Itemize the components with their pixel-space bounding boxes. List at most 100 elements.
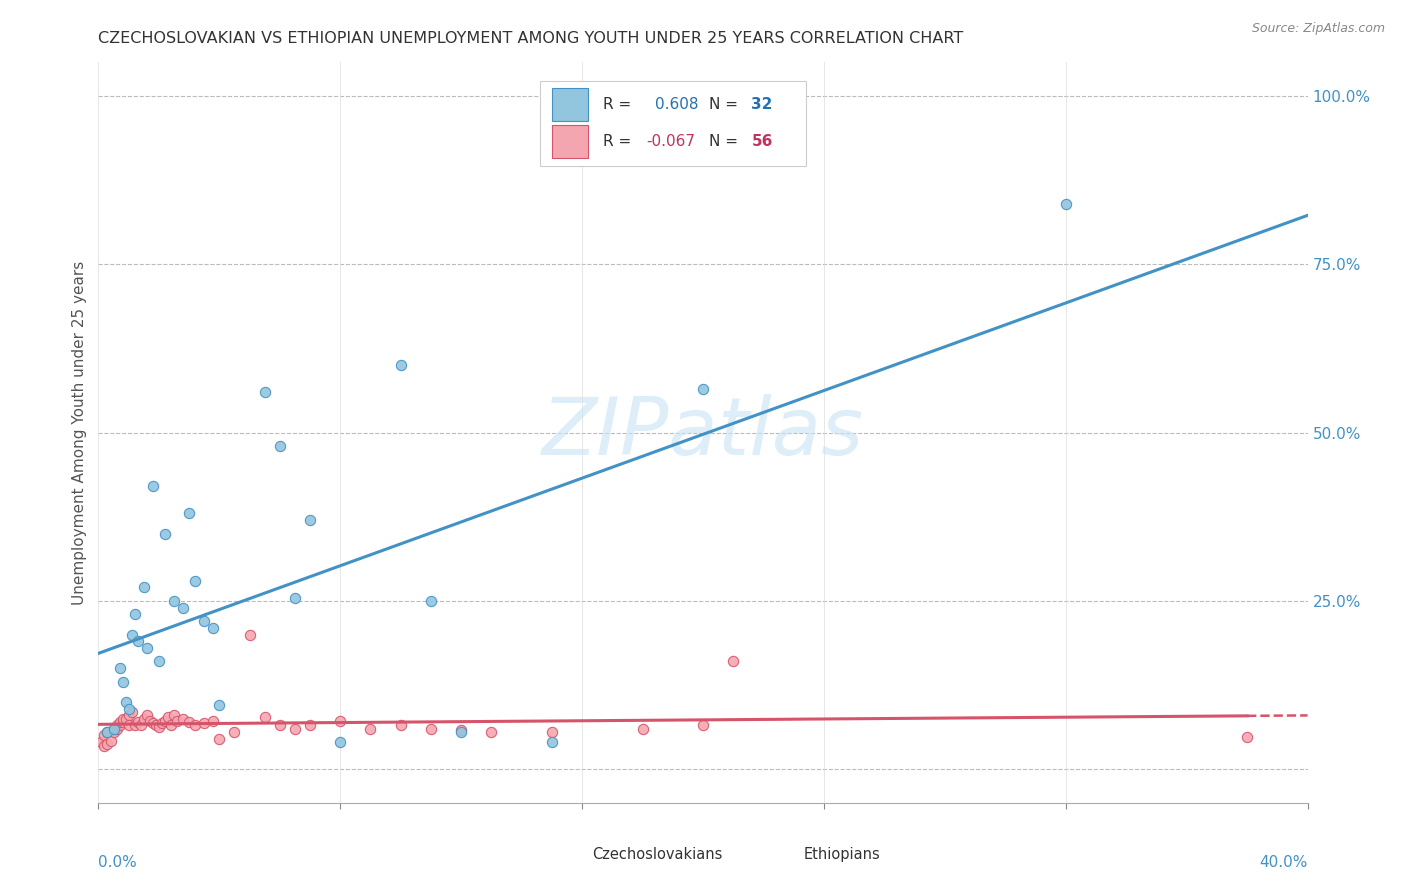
Point (253, 709, 276, 723)
Point (111, 714, 134, 729)
Text: N =: N = (709, 97, 742, 112)
Point (299, 718, 322, 732)
Point (360, 722, 382, 736)
Point (540, 725, 562, 739)
Point (114, 695, 136, 709)
Point (121, 627, 143, 641)
Point (208, 731, 231, 746)
Point (208, 698, 231, 713)
Point (124, 607, 146, 622)
Text: R =: R = (603, 134, 636, 149)
FancyBboxPatch shape (540, 81, 806, 166)
Point (166, 714, 188, 728)
Point (239, 627, 262, 641)
Point (329, 714, 352, 728)
Point (142, 479, 165, 493)
Point (202, 621, 225, 635)
Point (105, 722, 128, 736)
Text: ZIPatlas: ZIPatlas (541, 393, 865, 472)
Point (163, 594, 186, 608)
Point (96, 737, 118, 751)
Text: 32: 32 (751, 97, 773, 112)
Point (121, 705, 143, 719)
Point (420, 722, 443, 736)
Bar (558, 844, 582, 866)
Text: -0.067: -0.067 (647, 134, 695, 149)
Point (132, 581, 155, 595)
Point (114, 712, 136, 726)
Point (284, 591, 307, 605)
Point (108, 661, 131, 675)
Point (127, 714, 149, 729)
Point (111, 712, 134, 726)
Point (481, 725, 503, 739)
Point (108, 714, 131, 729)
Point (172, 712, 194, 726)
Bar (551, 88, 588, 121)
Point (127, 634, 149, 648)
Point (108, 718, 131, 732)
Point (184, 718, 207, 732)
Point (148, 655, 170, 669)
Point (224, 725, 246, 739)
Point (153, 526, 176, 541)
Point (93, 739, 115, 753)
Point (269, 718, 291, 732)
Bar (551, 125, 588, 158)
Point (1236, 730, 1258, 744)
Point (540, 735, 562, 749)
Point (90, 735, 112, 749)
Point (96, 725, 118, 739)
Point (103, 722, 125, 736)
Point (100, 734, 122, 748)
Point (420, 594, 443, 608)
Point (299, 513, 322, 527)
Point (132, 712, 155, 726)
Point (135, 708, 157, 723)
Point (103, 725, 125, 739)
Text: R =: R = (603, 97, 636, 112)
Point (284, 722, 307, 736)
Point (692, 718, 714, 732)
Point (139, 714, 162, 728)
Point (148, 720, 170, 734)
Point (723, 655, 745, 669)
Text: Czechoslovakians: Czechoslovakians (592, 847, 723, 863)
Point (105, 718, 128, 732)
Text: 40.0%: 40.0% (1260, 855, 1308, 870)
Point (1054, 196, 1077, 211)
Point (150, 716, 173, 731)
Point (118, 718, 141, 732)
Point (193, 614, 215, 628)
Text: 0.608: 0.608 (655, 97, 699, 112)
Point (96, 725, 118, 739)
Point (103, 722, 125, 736)
Point (202, 714, 225, 728)
Point (193, 716, 215, 731)
Text: CZECHOSLOVAKIAN VS ETHIOPIAN UNEMPLOYMENT AMONG YOUTH UNDER 25 YEARS CORRELATION: CZECHOSLOVAKIAN VS ETHIOPIAN UNEMPLOYMEN… (98, 31, 963, 46)
Point (179, 714, 201, 729)
Point (692, 382, 714, 396)
Point (163, 708, 186, 723)
Text: Ethiopians: Ethiopians (803, 847, 880, 863)
Point (179, 507, 201, 521)
Point (160, 718, 183, 732)
Text: 0.0%: 0.0% (98, 855, 138, 870)
Point (329, 735, 352, 749)
Point (129, 718, 152, 732)
Point (389, 718, 412, 732)
Point (111, 674, 134, 689)
Point (450, 725, 472, 739)
Bar (769, 844, 793, 866)
Point (253, 385, 276, 400)
Point (156, 709, 179, 723)
Text: N =: N = (709, 134, 742, 149)
Point (389, 359, 412, 373)
Point (124, 718, 146, 732)
Y-axis label: Unemployment Among Youth under 25 years: Unemployment Among Youth under 25 years (72, 260, 87, 605)
Point (93, 729, 115, 743)
Point (145, 718, 167, 732)
Point (153, 714, 176, 728)
Point (172, 600, 194, 615)
Text: 56: 56 (751, 134, 773, 149)
